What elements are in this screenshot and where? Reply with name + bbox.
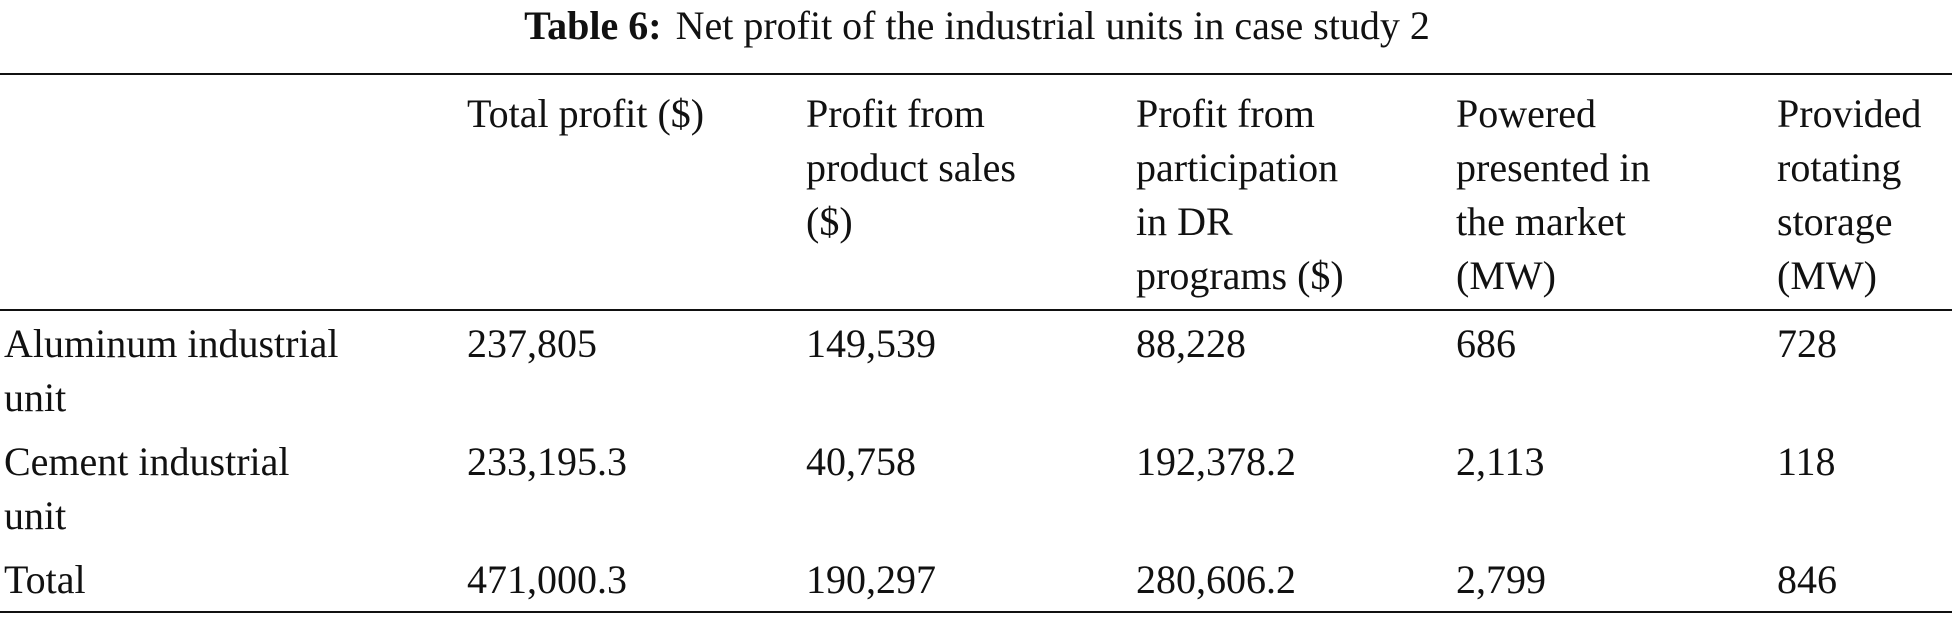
cell-product-sales: 40,758 (806, 439, 916, 484)
row-label-line: Total (4, 557, 86, 602)
header-line: storage (1777, 199, 1893, 244)
header-line: Provided (1777, 91, 1922, 136)
cell-power-market: 2,799 (1456, 557, 1546, 602)
table-row-cement: Cement industrial unit 233,195.3 40,758 … (0, 429, 1952, 547)
header-cell-power-market: Powered presented in the market (MW) (1456, 74, 1777, 310)
cell-total-profit: 237,805 (467, 321, 597, 366)
table-header: Total profit ($) Profit from product sal… (0, 74, 1952, 310)
cell-total-profit: 233,195.3 (467, 439, 627, 484)
header-line: ($) (806, 199, 853, 244)
cell-product-sales: 149,539 (806, 321, 936, 366)
cell-power-market: 2,113 (1456, 439, 1545, 484)
row-label: Cement industrial unit (0, 429, 467, 547)
row-label-line: Aluminum industrial (4, 321, 339, 366)
cell-power-market: 686 (1456, 321, 1516, 366)
header-cell-product-sales: Profit from product sales ($) (806, 74, 1136, 310)
table-row-total: Total 471,000.3 190,297 280,606.2 2,799 … (0, 547, 1952, 612)
header-line: rotating (1777, 145, 1902, 190)
header-cell-total-profit: Total profit ($) (467, 74, 806, 310)
row-label: Total (0, 547, 467, 612)
header-cell-empty (0, 74, 467, 310)
header-line: presented in (1456, 145, 1651, 190)
profit-table: Total profit ($) Profit from product sal… (0, 73, 1952, 613)
cell-rotating-storage: 846 (1777, 557, 1837, 602)
header-line: in DR (1136, 199, 1233, 244)
row-label: Aluminum industrial unit (0, 310, 467, 429)
cell-total-profit: 471,000.3 (467, 557, 627, 602)
cell-product-sales: 190,297 (806, 557, 936, 602)
header-line: (MW) (1456, 253, 1556, 298)
header-line: the market (1456, 199, 1626, 244)
cell-rotating-storage: 728 (1777, 321, 1837, 366)
header-line: Profit from (1136, 91, 1315, 136)
row-label-line: unit (4, 493, 67, 538)
table-caption-text: Net profit of the industrial units in ca… (675, 3, 1430, 48)
table-caption-label: Table 6: (524, 3, 662, 48)
header-cell-dr-programs: Profit from participation in DR programs… (1136, 74, 1456, 310)
table-body: Aluminum industrial unit 237,805 149,539… (0, 310, 1952, 612)
cell-rotating-storage: 118 (1777, 439, 1836, 484)
cell-dr-programs: 280,606.2 (1136, 557, 1296, 602)
table-caption: Table 6: Net profit of the industrial uni… (0, 0, 1954, 52)
header-cell-rotating-storage: Provided rotating storage (MW) (1777, 74, 1952, 310)
header-line: Powered (1456, 91, 1596, 136)
cell-dr-programs: 88,228 (1136, 321, 1246, 366)
header-line: Profit from (806, 91, 985, 136)
header-line: programs ($) (1136, 253, 1344, 298)
header-line: Total profit ($) (467, 91, 705, 136)
row-label-line: unit (4, 375, 67, 420)
header-line: product sales (806, 145, 1016, 190)
row-label-line: Cement industrial (4, 439, 290, 484)
table-row-aluminum: Aluminum industrial unit 237,805 149,539… (0, 310, 1952, 429)
header-row: Total profit ($) Profit from product sal… (0, 74, 1952, 310)
header-line: participation (1136, 145, 1339, 190)
cell-dr-programs: 192,378.2 (1136, 439, 1296, 484)
header-line: (MW) (1777, 253, 1877, 298)
